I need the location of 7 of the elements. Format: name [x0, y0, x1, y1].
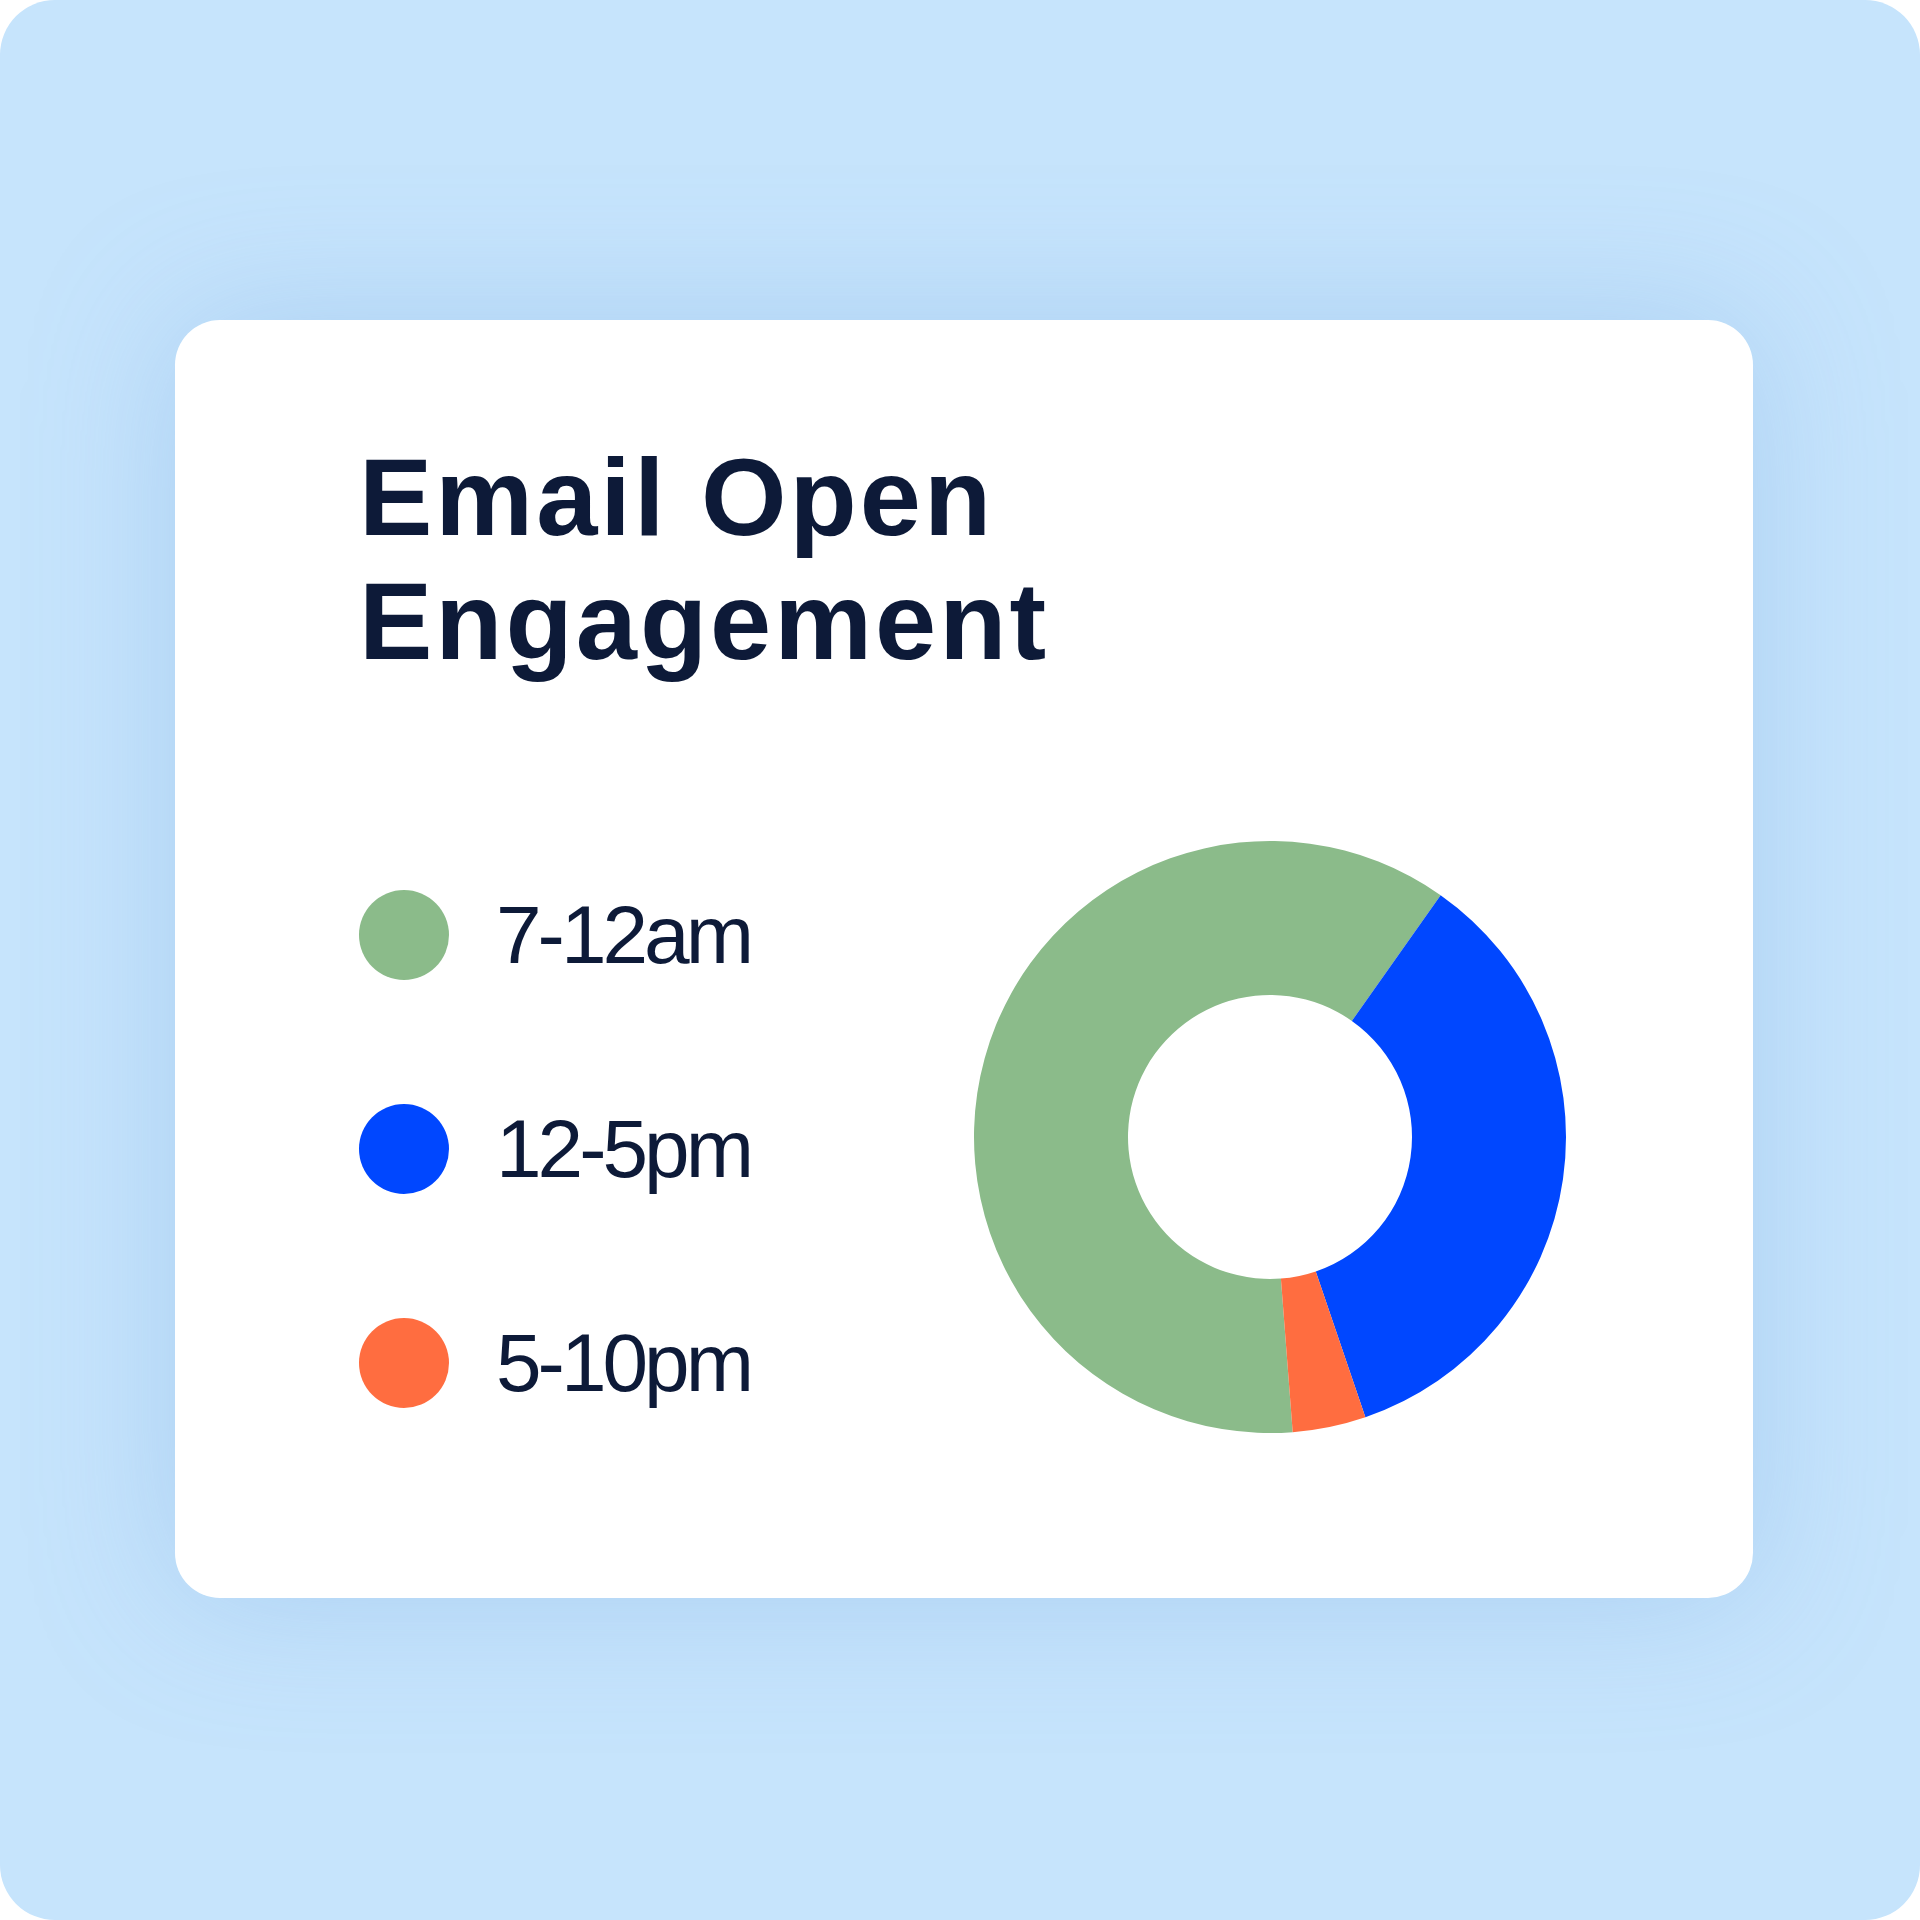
donut-slice	[1315, 895, 1566, 1418]
legend-label: 5-10pm	[496, 1317, 751, 1408]
legend-label: 7-12am	[496, 889, 751, 980]
donut-slice	[1280, 1271, 1366, 1433]
chart-title: Email Open Engagement	[359, 435, 1051, 683]
legend-label: 12-5pm	[496, 1103, 751, 1194]
donut-slice	[974, 841, 1441, 1433]
